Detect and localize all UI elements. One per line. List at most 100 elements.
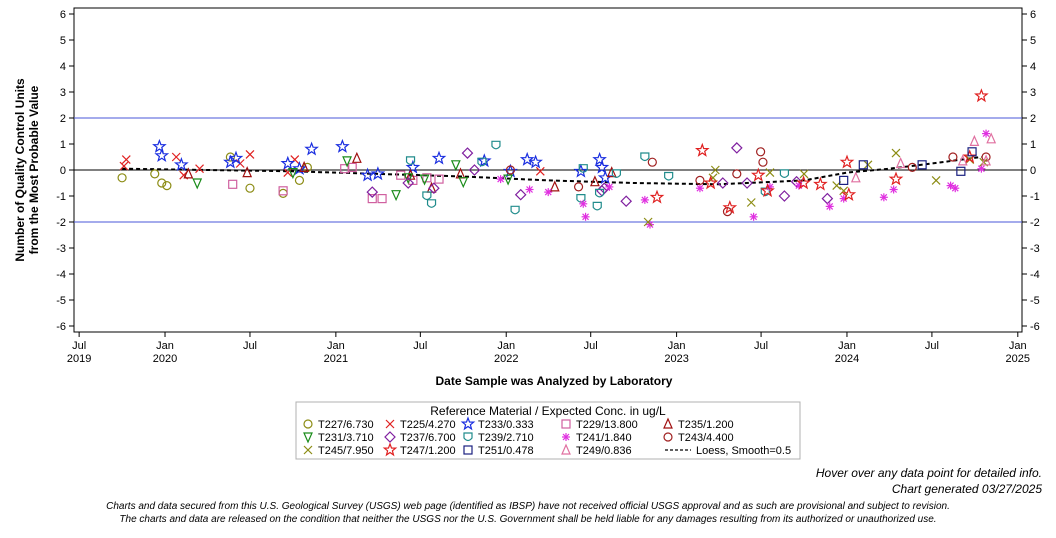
data-point [573, 182, 584, 192]
x-tick-year-label: 2023 [664, 353, 688, 365]
x-axis-label: Date Sample was Analyzed by Laboratory [436, 374, 673, 388]
y-tick-label-right: -6 [1030, 321, 1040, 333]
legend-items: T227/6.730 T225/4.270 T233/0.333 T229/13.80… [303, 416, 791, 457]
legend-label: T229/13.800 [576, 419, 638, 431]
data-point [468, 164, 481, 176]
data-point [888, 171, 904, 186]
legend-marker [384, 431, 396, 443]
data-point [796, 175, 811, 190]
data-point [813, 176, 828, 191]
legend-label: T231/3.710 [318, 432, 374, 444]
legend-marker [663, 432, 673, 442]
legend-label: T225/4.270 [400, 419, 456, 431]
y-tick-label: 4 [60, 61, 66, 73]
data-point [458, 177, 469, 189]
data-point [889, 185, 898, 194]
disclaimer-line2: The charts and data are released on the … [119, 514, 937, 525]
data-point [746, 198, 756, 207]
data-point [503, 174, 514, 186]
x-tick-label: Jul [754, 340, 768, 352]
data-point [974, 88, 989, 103]
data-point [549, 180, 560, 192]
legend-marker [385, 419, 395, 429]
data-point [986, 132, 997, 144]
data-point [351, 151, 362, 163]
legend-label: T245/7.950 [318, 445, 374, 457]
y-tick-label-right: 3 [1030, 87, 1036, 99]
data-point [620, 195, 633, 208]
data-point [732, 169, 742, 179]
x-tick-label: Jul [413, 340, 427, 352]
data-point [573, 163, 589, 178]
data-point [611, 169, 621, 178]
data-point [405, 156, 416, 165]
data-point [491, 140, 501, 150]
data-point [450, 160, 461, 172]
data-point [422, 191, 432, 201]
data-point [525, 185, 534, 194]
data-point [765, 168, 775, 178]
data-point [152, 138, 167, 153]
data-point [245, 183, 255, 193]
data-point [426, 199, 437, 208]
y-tick-label: -3 [56, 243, 66, 255]
legend-label: T251/0.478 [478, 445, 534, 457]
data-point [225, 152, 235, 162]
data-point [405, 159, 421, 174]
data-point [405, 168, 416, 180]
y-tick-label: 1 [60, 139, 66, 151]
data-point [799, 169, 809, 179]
data-point [294, 175, 305, 185]
legend-marker [663, 417, 673, 429]
data-point [750, 167, 766, 182]
x-tick-label: Jul [72, 340, 86, 352]
data-point [694, 142, 710, 157]
data-point [948, 152, 958, 162]
data-point [581, 212, 590, 221]
data-point [228, 150, 244, 165]
x-tick-year-label: 2019 [67, 353, 91, 365]
data-point [605, 182, 614, 191]
legend-marker [382, 442, 398, 457]
data-point [982, 129, 991, 138]
x-tick-label: Jan [668, 340, 686, 352]
y-tick-label-right: -3 [1030, 243, 1040, 255]
legend-label: T233/0.333 [478, 419, 534, 431]
data-point [544, 188, 553, 197]
data-point [879, 193, 888, 202]
data-point [790, 175, 803, 188]
data-point [367, 194, 377, 204]
data-point [839, 186, 849, 196]
data-point [419, 174, 430, 186]
data-point [981, 154, 991, 166]
data-point [342, 156, 352, 168]
legend-marker [562, 433, 570, 441]
reference-lines [74, 117, 1022, 223]
x-tick-label: Jul [925, 340, 939, 352]
data-point [335, 138, 350, 153]
legend-marker [463, 445, 473, 455]
data-point [977, 164, 986, 173]
data-point [649, 189, 665, 204]
data-point [592, 201, 602, 211]
y-tick-label: 3 [60, 87, 66, 99]
data-point [589, 175, 600, 187]
legend-label: T227/6.730 [318, 419, 374, 431]
data-point [839, 154, 855, 169]
data-point [722, 199, 738, 215]
data-point [242, 166, 253, 178]
data-point [640, 152, 650, 162]
data-point [192, 178, 203, 190]
data-point [703, 175, 719, 190]
y-tick-label-right: -1 [1030, 191, 1040, 203]
legend-label: T247/1.200 [400, 445, 456, 457]
legend-label: T237/6.700 [400, 432, 456, 444]
y-axis-label-line1: Number of Quality Control Units [13, 78, 27, 262]
data-point [957, 154, 968, 166]
data-point [391, 190, 401, 202]
legend-marker [303, 419, 313, 429]
data-point [907, 162, 917, 172]
x-tick-label: Jul [584, 340, 598, 352]
data-point [760, 183, 775, 198]
data-point [606, 166, 617, 178]
